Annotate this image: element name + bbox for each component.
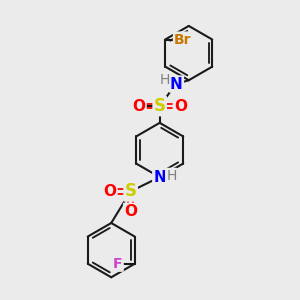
Text: F: F [113,257,123,271]
Text: N: N [170,76,183,92]
Text: S: S [124,182,136,200]
Text: O: O [103,184,116,199]
Text: O: O [133,99,146,114]
Text: H: H [166,169,176,183]
Text: H: H [160,73,170,87]
Text: N: N [153,169,166,184]
Text: S: S [154,97,166,115]
Text: Br: Br [174,32,191,46]
Text: O: O [174,99,187,114]
Text: O: O [124,204,137,219]
